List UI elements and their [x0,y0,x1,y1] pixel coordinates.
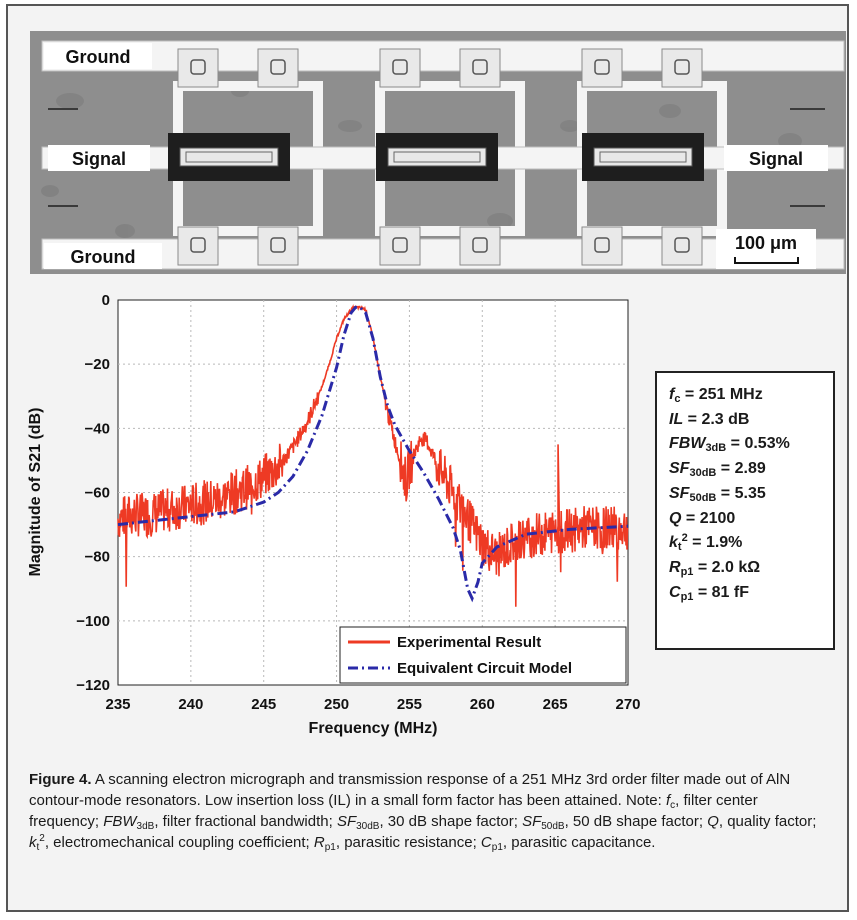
series-group [117,303,629,607]
pad-openings [190,59,690,253]
y-tick-label: −120 [76,677,110,694]
y-tick-label: 0 [102,292,110,309]
legend: Experimental Result Equivalent Circuit M… [339,626,627,684]
param-il: IL = 2.3 dB [669,410,750,428]
ground-bus-bottom [41,238,845,270]
signal-left-label: Signal [72,149,126,169]
y-tick-label: −20 [85,356,110,373]
x-tick-label: 245 [251,696,276,713]
legend-label-model: Equivalent Circuit Model [397,660,572,677]
scale-bar-label: 100 μm [735,233,797,253]
parameter-box: fc = 251 MHz IL = 2.3 dB FBW3dB = 0.53% … [655,371,835,650]
x-tick-label: 240 [178,696,203,713]
param-fbw: FBW3dB = 0.53% [669,435,790,455]
caption-label: Figure 4. [29,771,92,788]
param-rp: Rp1 = 2.0 kΩ [669,558,761,578]
param-fc: fc = 251 MHz [669,386,763,405]
y-axis-label: Magnitude of S21 (dB) [27,408,44,577]
y-tick-label: −100 [76,613,110,630]
legend-box [339,626,627,684]
ground-bottom-label: Ground [71,247,136,267]
param-kt: kt2 = 1.9% [669,532,743,554]
ground-bottom-label-bg [44,243,162,269]
x-tick-label: 235 [105,696,130,713]
param-cp: Cp1 = 81 fF [669,583,749,603]
y-tick-label: −80 [85,549,110,566]
figure-caption: Figure 4. A scanning electron micrograph… [29,771,817,853]
alignment-marks [48,108,825,207]
sem-micrograph: Ground Signal Signal Ground 100 μm [30,31,846,274]
y-ticks: 0 −20 −40 −60 −80 −100 −120 [76,292,110,694]
x-tick-label: 255 [397,696,422,713]
signal-right-label: Signal [749,149,803,169]
series-model-line [117,305,629,603]
y-tick-label: −40 [85,420,110,437]
resonators [168,133,704,181]
y-tick-label: −60 [85,485,110,502]
x-tick-label: 270 [615,696,640,713]
x-tick-label: 250 [324,696,349,713]
signal-left-label-bg [48,145,150,171]
legend-label-experimental: Experimental Result [397,634,541,651]
param-q: Q = 2100 [669,509,736,527]
s21-chart: 235 240 245 250 255 260 265 270 0 −20 −40 −60 −80 −1… [27,292,641,737]
signal-right-label-bg [724,145,828,171]
x-tick-label: 265 [543,696,568,713]
param-sf30: SF30dB = 2.89 [669,460,766,480]
x-ticks: 235 240 245 250 255 260 265 270 [105,696,640,713]
param-sf50: SF50dB = 5.35 [669,484,766,504]
ground-bus-top [41,40,845,72]
ground-top-label-bg [44,43,152,69]
x-tick-label: 260 [470,696,495,713]
probe-pads [177,48,703,266]
scale-bar [734,257,799,264]
ground-top-label: Ground [66,47,131,67]
x-axis-label: Frequency (MHz) [309,720,438,737]
